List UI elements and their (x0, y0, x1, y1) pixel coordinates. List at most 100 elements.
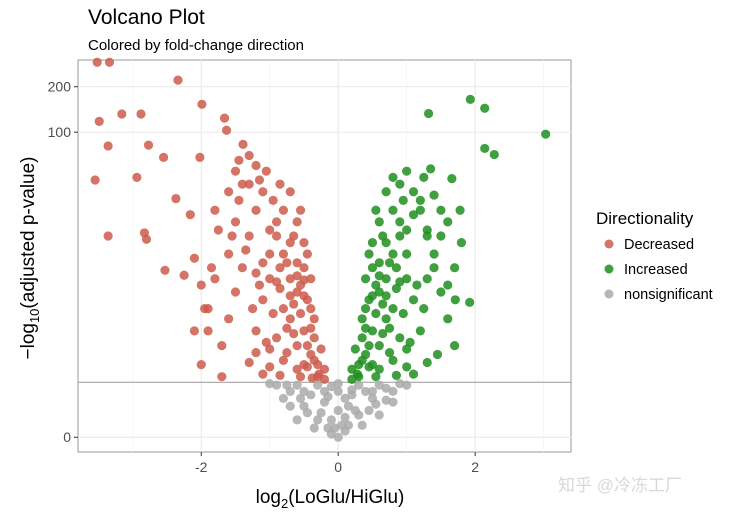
point-nonsignificant (343, 401, 354, 411)
point-decreased (268, 308, 278, 319)
point-decreased (316, 344, 326, 354)
point-increased (360, 274, 371, 284)
point-nonsignificant (337, 420, 347, 430)
point-nonsignificant (313, 380, 323, 390)
legend: Directionality Decreased Increased nonsi… (596, 209, 713, 303)
point-increased (381, 291, 391, 301)
point-decreased (195, 152, 205, 162)
point-decreased (292, 271, 302, 281)
point-decreased (104, 57, 115, 67)
point-decreased (244, 150, 254, 161)
point-decreased (244, 357, 254, 368)
point-decreased (292, 258, 302, 268)
point-increased (374, 287, 384, 297)
point-decreased (302, 362, 312, 372)
point-decreased (282, 323, 292, 333)
point-increased (371, 280, 381, 290)
point-decreased (289, 231, 299, 241)
point-increased (374, 258, 384, 268)
series-increased (347, 94, 551, 384)
point-increased (378, 299, 388, 309)
y-axis-title: −log10(adjusted p-value) (18, 156, 42, 359)
point-decreased (103, 141, 113, 151)
point-nonsignificant (323, 423, 333, 433)
point-increased (456, 238, 467, 248)
point-decreased (278, 205, 289, 215)
point-increased (480, 103, 490, 113)
point-increased (449, 341, 460, 351)
x-tick-label: 2 (471, 459, 479, 475)
point-decreased (309, 333, 319, 343)
chart-title: Volcano Plot (88, 6, 205, 29)
point-nonsignificant (347, 385, 357, 395)
point-increased (429, 190, 439, 200)
point-increased (480, 143, 490, 154)
point-decreased (210, 205, 220, 215)
point-decreased (230, 166, 241, 176)
point-nonsignificant (340, 393, 350, 403)
point-decreased (90, 175, 100, 185)
point-decreased (94, 116, 104, 126)
point-nonsignificant (292, 380, 302, 390)
point-decreased (160, 265, 170, 275)
legend-label-increased: Increased (624, 262, 688, 278)
point-nonsignificant (299, 386, 309, 397)
point-decreased (265, 249, 275, 259)
point-decreased (292, 217, 302, 227)
point-increased (388, 249, 398, 259)
point-decreased (265, 225, 275, 235)
point-decreased (238, 139, 248, 149)
point-nonsignificant (381, 395, 391, 405)
point-decreased (221, 125, 232, 135)
point-increased (381, 314, 391, 324)
series-nonsignificant (265, 379, 412, 442)
point-increased (364, 249, 374, 259)
point-increased (419, 172, 429, 182)
point-decreased (285, 314, 295, 324)
point-increased (384, 347, 395, 358)
legend-title: Directionality (596, 209, 694, 228)
point-decreased (224, 249, 234, 259)
point-decreased (244, 231, 254, 241)
point-decreased (282, 347, 292, 358)
point-increased (357, 355, 367, 365)
point-nonsignificant (402, 380, 412, 390)
point-decreased (278, 249, 289, 259)
point-decreased (173, 75, 183, 85)
point-decreased (213, 225, 223, 235)
x-tick-label: -2 (195, 459, 208, 475)
point-decreased (258, 369, 268, 379)
point-decreased (196, 280, 206, 290)
point-decreased (306, 323, 316, 333)
point-increased (436, 231, 446, 241)
point-nonsignificant (295, 393, 306, 403)
point-decreased (136, 109, 146, 119)
point-increased (364, 362, 374, 372)
legend-label-decreased: Decreased (624, 237, 694, 253)
point-increased (364, 341, 374, 351)
legend-label-nonsignificant: nonsignificant (624, 287, 713, 303)
point-increased (465, 297, 475, 307)
point-decreased (261, 166, 271, 176)
point-decreased (132, 172, 142, 182)
point-decreased (217, 372, 227, 382)
point-decreased (219, 113, 230, 123)
point-decreased (292, 287, 302, 297)
plot-panel (77, 59, 572, 453)
point-nonsignificant (360, 386, 371, 397)
point-decreased (224, 314, 234, 324)
point-increased (450, 295, 460, 305)
point-decreased (197, 99, 207, 109)
point-increased (422, 357, 432, 368)
point-nonsignificant (374, 410, 384, 420)
y-tick-label: 0 (63, 429, 71, 445)
x-axis-title: log2(LoGlu/HiGlu) (256, 487, 405, 511)
point-decreased (227, 231, 237, 241)
point-decreased (282, 258, 292, 268)
point-increased (447, 174, 457, 184)
point-increased (408, 187, 419, 197)
legend-key-nonsignificant (604, 289, 614, 299)
point-increased (391, 263, 401, 273)
point-increased (415, 195, 425, 205)
